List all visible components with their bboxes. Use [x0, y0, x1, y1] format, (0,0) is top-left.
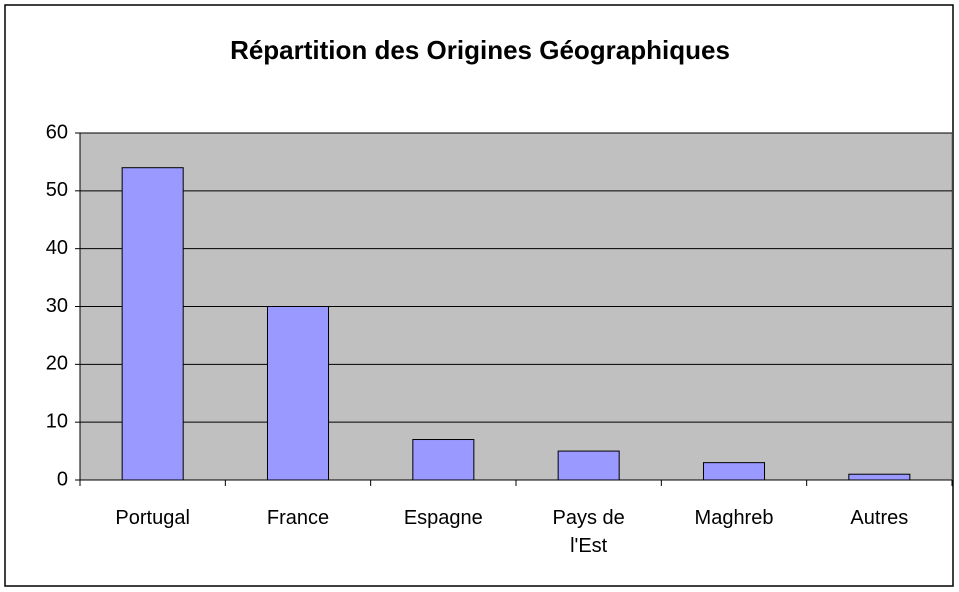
- bar: [121, 167, 184, 481]
- bar: [266, 306, 330, 481]
- x-tick-label: Maghreb: [694, 507, 774, 529]
- y-tick-label: 0: [57, 468, 68, 490]
- bar: [412, 439, 475, 481]
- chart-title: Répartition des Origines Géographiques: [230, 35, 730, 65]
- bar: [702, 462, 766, 481]
- y-tick-label: 20: [46, 353, 68, 375]
- x-tick-label: Espagne: [403, 507, 483, 529]
- y-tick-label: 10: [46, 410, 68, 432]
- x-tick-label: Autres: [850, 507, 909, 529]
- y-tick-label: 40: [46, 237, 68, 259]
- y-tick-label: 50: [46, 179, 68, 201]
- y-tick-label: 60: [46, 121, 68, 143]
- x-tick-label: Pays de l'Est: [552, 507, 625, 557]
- x-tick-label: Portugal: [115, 507, 190, 529]
- y-tick-label: 30: [46, 295, 68, 317]
- bar: [848, 473, 911, 481]
- x-tick-label: France: [266, 507, 330, 529]
- bar: [557, 450, 620, 481]
